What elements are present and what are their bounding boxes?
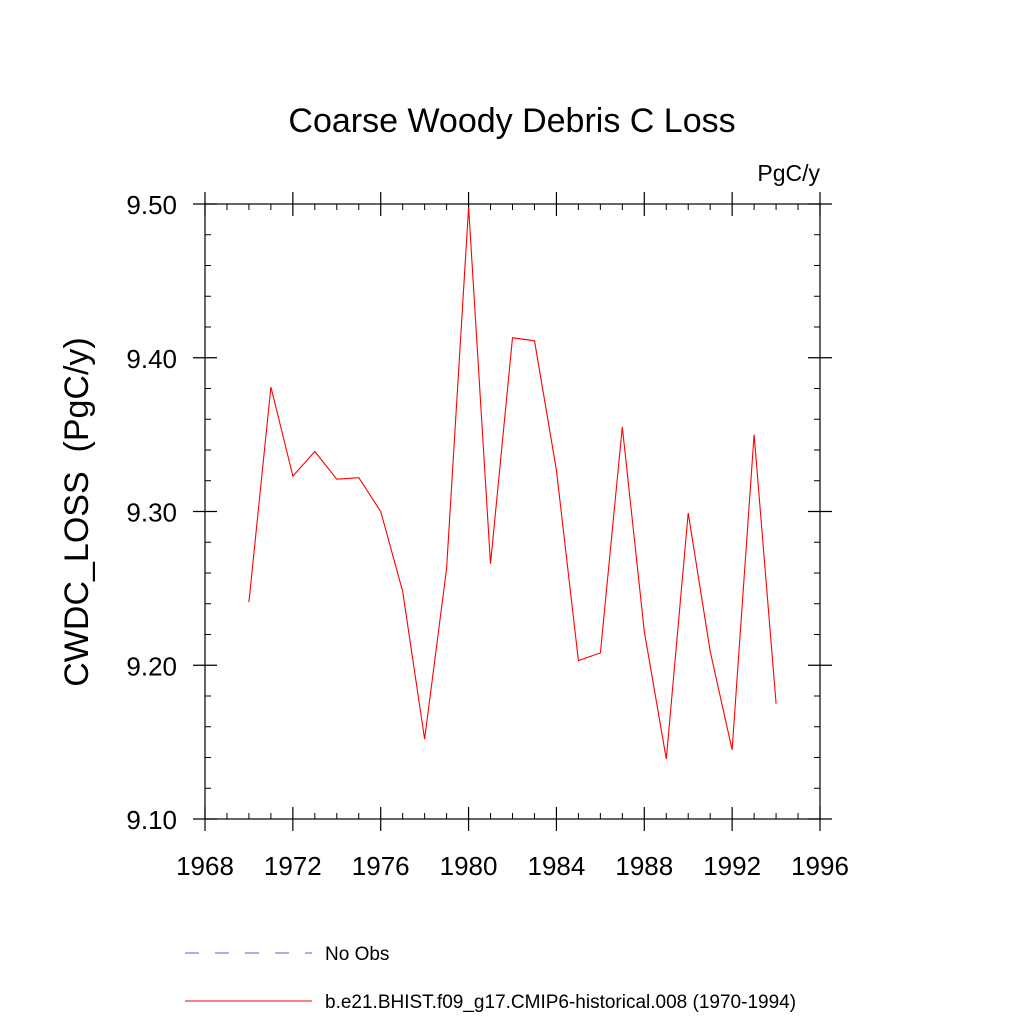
y-axis-label: CWDC_LOSS (PgC/y) <box>58 337 96 687</box>
axis-ticks <box>193 192 832 831</box>
y-tick-labels: 9.10 9.20 9.30 9.40 9.50 <box>126 190 177 835</box>
units-label: PgC/y <box>757 160 820 186</box>
plot-frame <box>204 203 821 820</box>
chart-title: Coarse Woody Debris C Loss <box>288 102 735 140</box>
x-tick-label: 1972 <box>264 851 322 881</box>
x-tick-labels: 1968 1972 1976 1980 1984 1988 1992 1996 <box>176 851 849 881</box>
y-tick-label: 9.30 <box>126 498 177 528</box>
legend: No Obs b.e21.BHIST.f09_g17.CMIP6-histori… <box>185 944 796 1013</box>
x-tick-label: 1980 <box>440 851 498 881</box>
y-tick-label: 9.50 <box>126 190 177 220</box>
x-tick-label: 1992 <box>703 851 761 881</box>
legend-label-no-obs: No Obs <box>325 944 389 965</box>
legend-label-model: b.e21.BHIST.f09_g17.CMIP6-historical.008… <box>325 992 796 1013</box>
series-line-0 <box>248 207 777 760</box>
y-tick-label: 9.20 <box>126 651 177 681</box>
x-tick-label: 1968 <box>176 851 234 881</box>
x-tick-label: 1988 <box>615 851 673 881</box>
x-tick-label: 1976 <box>352 851 410 881</box>
y-tick-label: 9.10 <box>126 805 177 835</box>
x-tick-label: 1996 <box>791 851 849 881</box>
y-tick-label: 9.40 <box>126 344 177 374</box>
x-tick-label: 1984 <box>528 851 586 881</box>
series-layer <box>248 207 777 760</box>
